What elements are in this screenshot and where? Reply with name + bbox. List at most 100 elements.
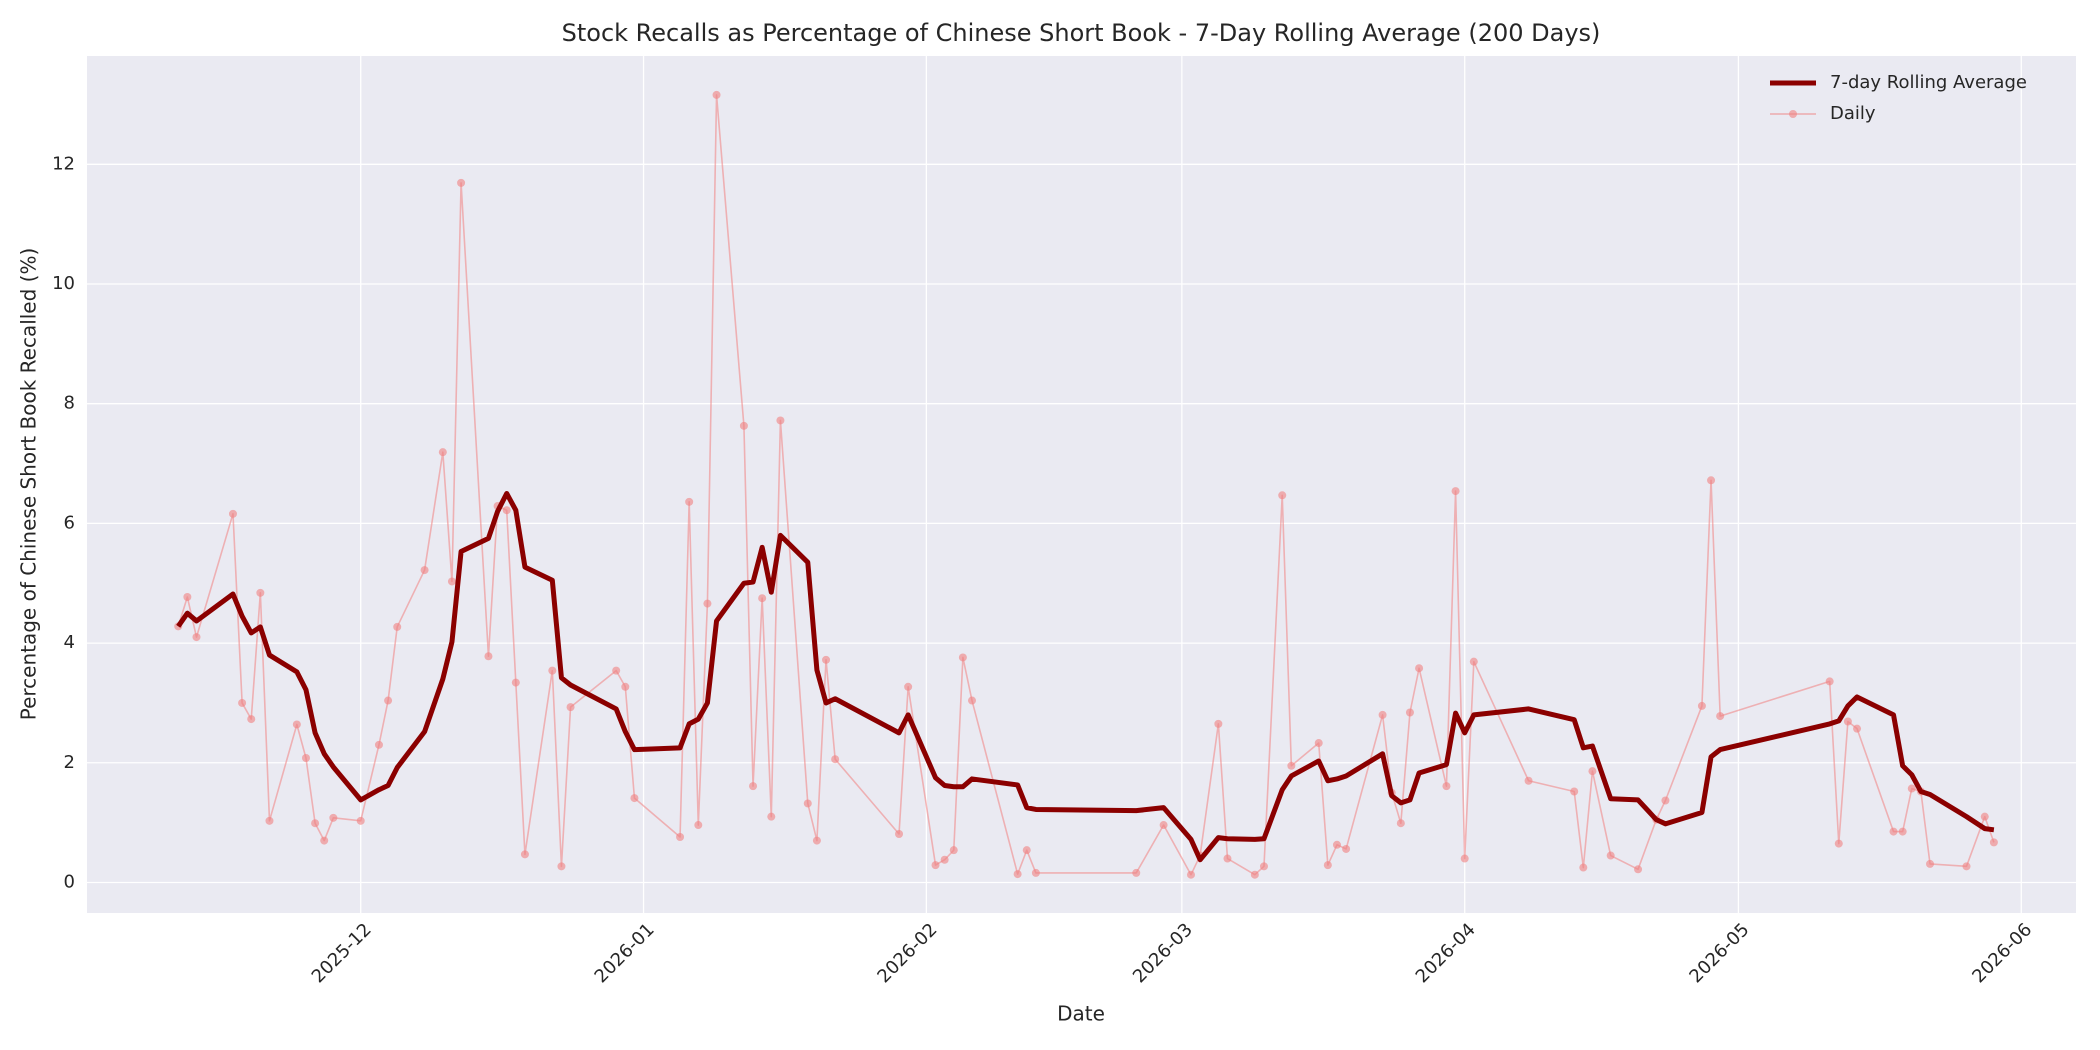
data-point	[447, 577, 456, 586]
data-point	[1132, 868, 1141, 877]
y-tick-label: 12	[52, 153, 75, 174]
data-point	[320, 836, 329, 845]
data-point	[438, 448, 447, 457]
data-point	[822, 655, 831, 664]
data-point	[776, 416, 785, 425]
y-tick-label: 4	[64, 632, 75, 653]
data-point	[1606, 851, 1615, 860]
plot-area	[87, 56, 2076, 913]
data-point	[1259, 862, 1268, 871]
data-point	[1013, 870, 1022, 879]
data-point	[192, 633, 201, 642]
x-tick-label: 2025-12	[308, 919, 376, 987]
data-point	[1405, 708, 1414, 717]
data-point	[1834, 839, 1843, 848]
data-point	[895, 830, 904, 839]
x-tick-label: 2026-04	[1412, 919, 1480, 987]
data-point	[265, 816, 274, 825]
data-point	[548, 666, 557, 675]
data-point	[1588, 767, 1597, 776]
y-tick-label: 2	[64, 752, 75, 773]
y-tick-label: 0	[64, 871, 75, 892]
data-point	[511, 678, 520, 687]
data-point	[1442, 782, 1451, 791]
data-point	[812, 836, 821, 845]
data-point	[1716, 712, 1725, 721]
data-point	[749, 782, 758, 791]
data-point	[1287, 761, 1296, 770]
y-tick-label: 8	[64, 393, 75, 414]
data-point	[712, 90, 721, 99]
data-point	[949, 846, 958, 855]
data-point	[1278, 491, 1287, 500]
data-point	[621, 682, 630, 691]
data-point	[356, 816, 365, 825]
data-point	[1223, 854, 1232, 863]
data-point	[1022, 846, 1031, 855]
data-point	[1460, 854, 1469, 863]
legend-label: Daily	[1830, 103, 1876, 124]
data-point	[384, 696, 393, 705]
data-point	[183, 593, 192, 602]
data-point	[1159, 821, 1168, 830]
x-tick-label: 2026-03	[1129, 919, 1197, 987]
data-point	[831, 755, 840, 764]
data-point	[968, 696, 977, 705]
data-point	[1451, 487, 1460, 496]
data-point	[228, 509, 237, 518]
data-point	[1570, 787, 1579, 796]
data-point	[484, 652, 493, 661]
data-point	[803, 799, 812, 808]
data-point	[566, 703, 575, 712]
legend-marker	[1789, 110, 1797, 118]
data-point	[1843, 717, 1852, 726]
data-point	[1469, 657, 1478, 666]
data-point	[420, 566, 429, 575]
data-point	[739, 421, 748, 430]
data-point	[1661, 796, 1670, 805]
data-point	[311, 819, 320, 828]
data-point	[1962, 862, 1971, 871]
legend-label: 7-day Rolling Average	[1830, 72, 2027, 93]
x-tick-label: 2026-02	[873, 919, 941, 987]
data-point	[1889, 827, 1898, 836]
data-point	[767, 812, 776, 821]
data-point	[301, 753, 310, 762]
data-point	[502, 506, 511, 515]
data-point	[238, 698, 247, 707]
data-point	[1853, 724, 1862, 733]
data-point	[1697, 701, 1706, 710]
data-point	[694, 821, 703, 830]
data-point	[758, 594, 767, 603]
data-point	[1415, 664, 1424, 673]
chart-title: Stock Recalls as Percentage of Chinese S…	[562, 19, 1601, 47]
marks	[174, 90, 1998, 879]
data-point	[685, 497, 694, 506]
data-point	[393, 622, 402, 631]
data-point	[703, 599, 712, 608]
data-point	[1342, 844, 1351, 853]
data-point	[958, 653, 967, 662]
data-point	[520, 850, 529, 859]
data-point	[1825, 677, 1834, 686]
data-point	[247, 715, 256, 724]
data-point	[1332, 840, 1341, 849]
data-point	[1314, 739, 1323, 748]
data-point	[1898, 827, 1907, 836]
data-point	[630, 794, 639, 803]
data-point	[292, 720, 301, 729]
x-axis-label: Date	[1057, 1002, 1105, 1026]
data-point	[1907, 784, 1916, 793]
data-point	[1031, 868, 1040, 877]
data-point	[931, 861, 940, 870]
x-tick-label: 2026-06	[1968, 919, 2036, 987]
y-tick-label: 10	[52, 273, 75, 294]
data-point	[1579, 863, 1588, 872]
data-point	[1707, 476, 1716, 485]
data-point	[904, 682, 913, 691]
data-point	[1250, 870, 1259, 879]
series-line	[177, 94, 1995, 876]
data-point	[557, 862, 566, 871]
data-point	[676, 832, 685, 841]
